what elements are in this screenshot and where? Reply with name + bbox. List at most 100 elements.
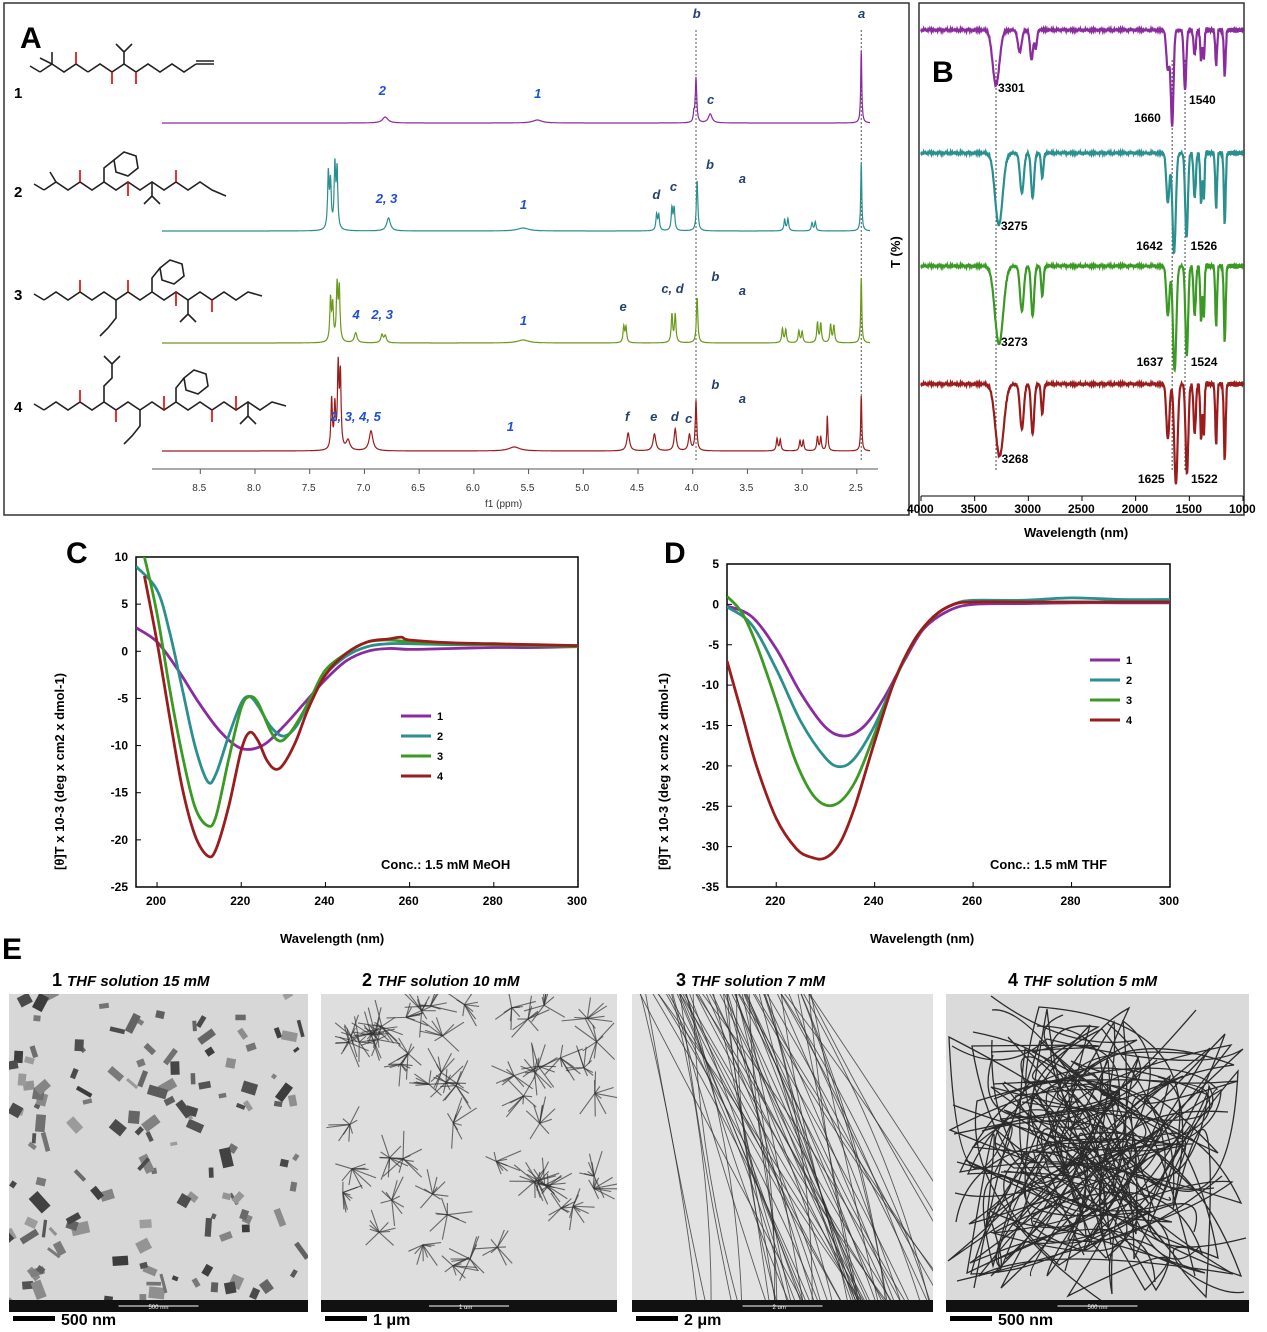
- tem-fiber-bundle: [432, 1176, 438, 1195]
- ir-band-label: 3301: [998, 81, 1025, 95]
- cd-y-tick-label: 0: [712, 597, 719, 611]
- cd-d-x-label: Wavelength (nm): [870, 931, 974, 946]
- tem-fiber: [692, 994, 739, 1304]
- tem-fiber-bundle: [442, 1023, 455, 1037]
- tem-fiber-bundle: [453, 1122, 462, 1126]
- tem-fiber-bundle: [377, 1024, 382, 1040]
- tem-fiber-bundle: [593, 1183, 617, 1190]
- cd-curve-2: [136, 565, 578, 785]
- scale-bar: [325, 1316, 367, 1321]
- tem-fiber-bundle: [402, 1158, 423, 1178]
- tem-platelet: [231, 1191, 245, 1205]
- tem-fiber: [726, 994, 816, 1304]
- tem-fiber-bundle: [369, 1029, 379, 1041]
- tem-fiber: [684, 994, 866, 1304]
- tem-fiber-bundle: [547, 1207, 562, 1222]
- tem-title-number: 2: [362, 970, 377, 990]
- panel-b: B T (%) 4000 3500 3000 2500 2000 1500 1000 Wav…: [888, 2, 1256, 540]
- tem-fiber: [745, 994, 877, 1304]
- tem-image-background: [321, 994, 617, 1304]
- tem-fiber-bundle: [538, 1065, 557, 1068]
- tem-platelet: [289, 1269, 298, 1278]
- tem-fiber-bundle: [407, 1053, 422, 1066]
- tem-fiber-bundle: [544, 1176, 562, 1186]
- tem-platelet: [245, 1042, 257, 1052]
- tem-fiber-bundle: [452, 1122, 459, 1131]
- tem-fiber-bundle: [416, 1244, 424, 1265]
- tem-fiber-bundle: [459, 1258, 471, 1281]
- tem-platelet: [98, 1002, 110, 1010]
- tem-fiber-bundle: [426, 1169, 434, 1195]
- tem-fiber-bundle: [560, 1198, 572, 1209]
- tem-fiber-bundle: [452, 1256, 470, 1267]
- tem-fiber: [639, 994, 805, 1304]
- tem-fiber-bundle: [541, 996, 545, 1006]
- tem-fiber-bundle: [349, 1106, 360, 1125]
- tem-fiber-bundle: [501, 1095, 524, 1107]
- tem-fiber: [640, 994, 698, 1304]
- nmr-tick-label: 5.0: [575, 483, 589, 494]
- tem-fiber-bundle: [367, 1034, 372, 1044]
- tem-fiber-bundle: [338, 1124, 351, 1142]
- tem-fiber-bundle: [398, 1158, 404, 1173]
- ir-spectrum-3: [920, 260, 1244, 373]
- tem-fiber-bundle: [421, 1010, 428, 1020]
- tem-fiber-bundle: [391, 1180, 398, 1201]
- tem-platelet: [210, 1213, 217, 1220]
- cd-legend-label: 4: [1126, 715, 1133, 727]
- tem-fiber: [948, 1035, 1183, 1173]
- tem-panel-3: 3 THF solution 7 mM 2 um 2 μm: [632, 970, 933, 1329]
- cd-x-tick-label: 300: [567, 894, 587, 908]
- cd-y-tick-label: -15: [702, 719, 720, 733]
- tem-fiber: [990, 1036, 1214, 1181]
- tem-platelet: [137, 1070, 149, 1088]
- nmr-peak-label: c, d: [661, 281, 684, 296]
- nmr-tick-label: 2.5: [849, 483, 863, 494]
- tem-fiber: [737, 994, 893, 1304]
- tem-fiber-bundle: [525, 1110, 541, 1124]
- tem-platelet: [99, 1188, 115, 1202]
- tem-fiber-bundle: [539, 1105, 543, 1124]
- tem-fiber-bundle: [417, 1004, 431, 1007]
- cd-x-tick-label: 260: [399, 894, 419, 908]
- tem-fiber-bundle: [496, 1246, 513, 1264]
- cd-x-tick-label: 280: [1061, 894, 1081, 908]
- tem-fiber: [993, 1076, 1219, 1299]
- tem-platelet: [9, 1059, 19, 1071]
- scale-bar-label: 2 μm: [684, 1312, 721, 1329]
- cd-y-tick-label: -20: [111, 833, 129, 847]
- tem-platelet: [34, 1114, 47, 1133]
- tem-fiber: [679, 994, 733, 1304]
- tem-fiber-bundle: [374, 999, 383, 1028]
- nmr-peak-label: b: [693, 6, 701, 21]
- tem-fiber-bundle: [451, 1258, 471, 1262]
- tem-fiber-bundle: [508, 1080, 524, 1097]
- tem-fiber-bundle: [496, 1247, 507, 1266]
- tem-fiber-bundle: [543, 994, 547, 1006]
- nmr-peak-label: a: [858, 6, 865, 21]
- nmr-reference-lines: [695, 30, 862, 462]
- tem-fiber-bundle: [358, 1035, 367, 1043]
- cd-x-tick-label: 220: [765, 894, 785, 908]
- tem-fiber-bundle: [537, 1182, 552, 1187]
- tem-fiber: [780, 994, 856, 1304]
- tem-fiber-bundle: [543, 996, 555, 1006]
- tem-platelet: [243, 1100, 254, 1112]
- tem-fiber-bundle: [342, 1185, 363, 1194]
- tem-fiber-bundle: [452, 1265, 457, 1276]
- tem-fiber-bundle: [427, 1047, 442, 1073]
- panel-letter-c: C: [66, 537, 88, 570]
- tem-fiber: [671, 994, 712, 1304]
- tem-fiber-bundle: [593, 1188, 615, 1200]
- cd-legend-label: 3: [437, 751, 443, 763]
- cd-c-legend: 1 2 3 4: [401, 711, 444, 783]
- tem-fiber: [1027, 1024, 1160, 1277]
- nmr-peak-label: c: [670, 179, 678, 194]
- nmr-peak-label: b: [711, 377, 719, 392]
- tem-fiber-bundle: [381, 1026, 398, 1042]
- tem-fiber-bundle: [402, 1130, 405, 1159]
- tem-fiber-bundle: [342, 1192, 347, 1213]
- tem-fiber-bundle: [594, 1092, 602, 1099]
- tem-platelet: [185, 1118, 205, 1134]
- nmr-tick-label: 6.0: [466, 483, 480, 494]
